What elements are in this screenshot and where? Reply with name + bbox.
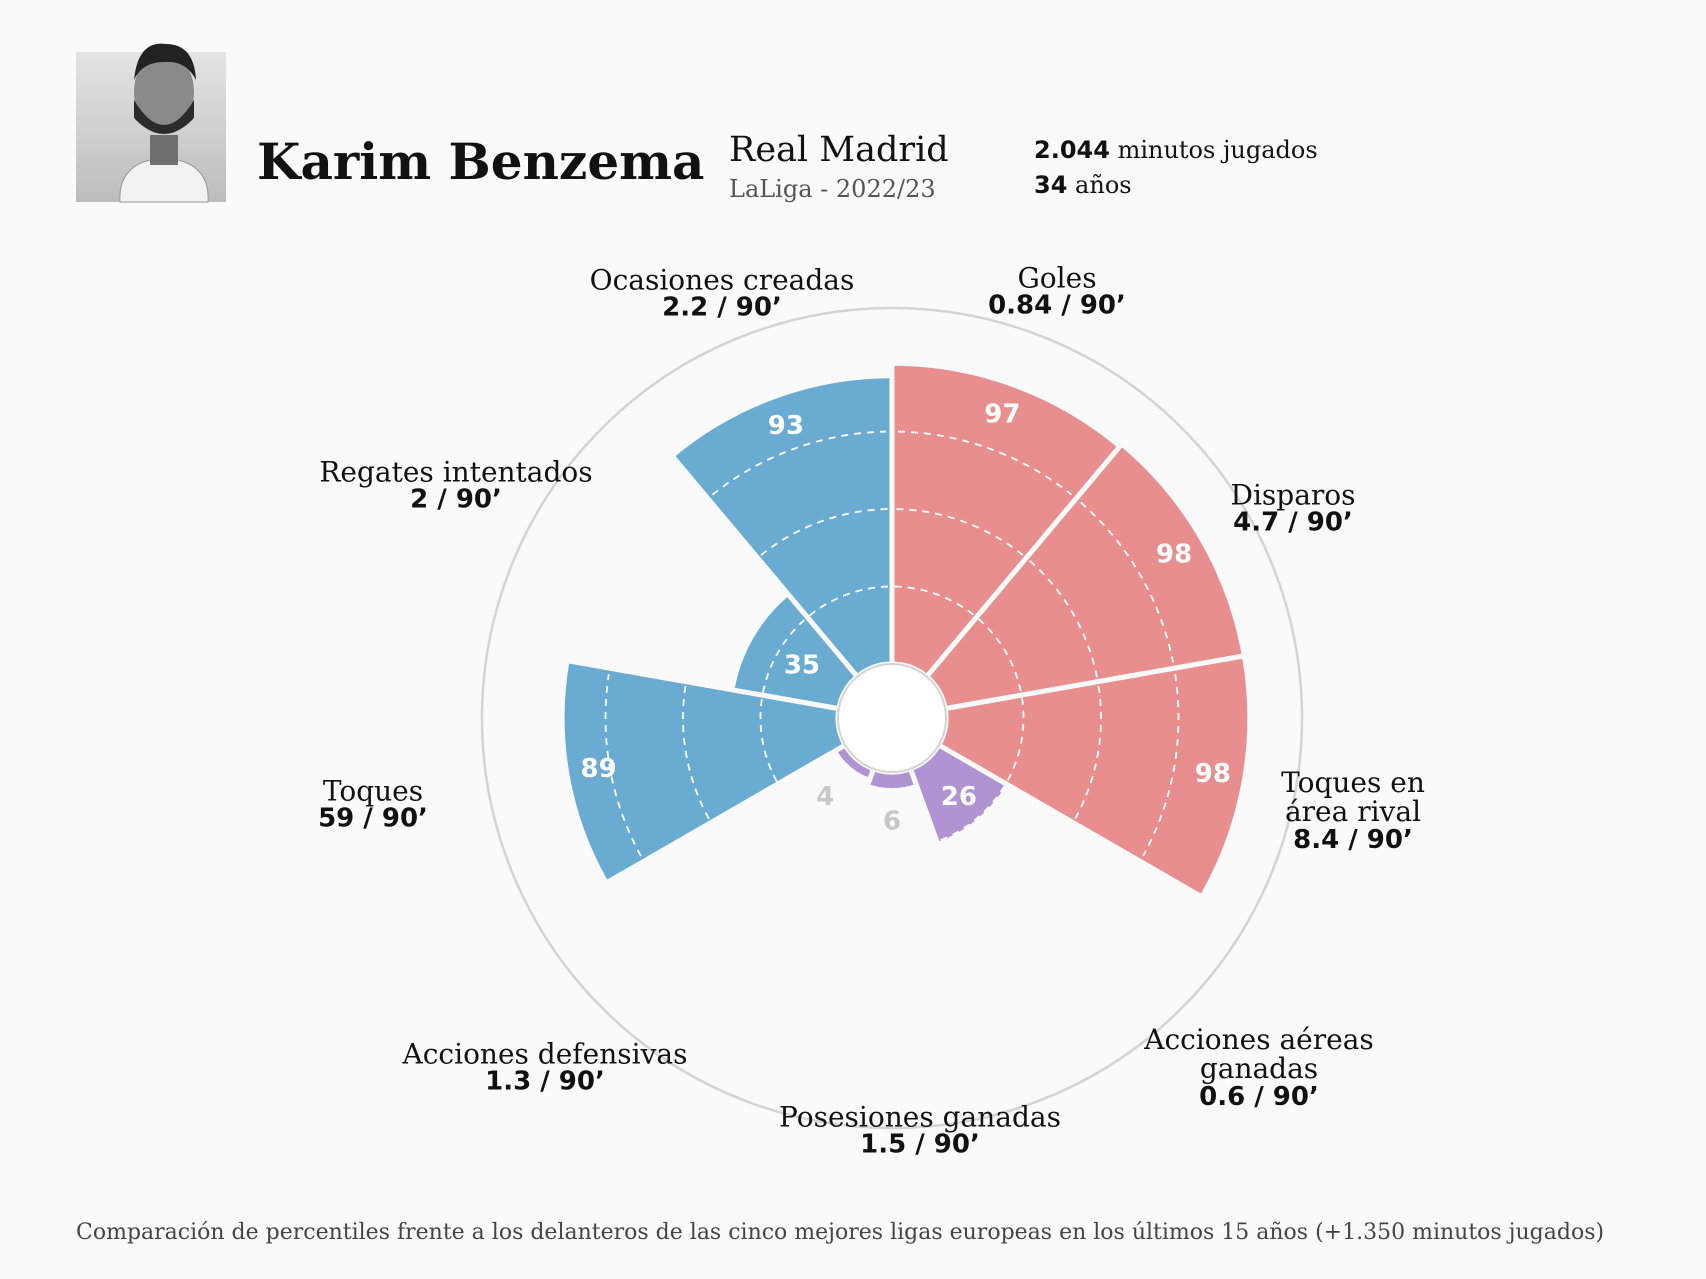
grid-arc: [939, 785, 1006, 842]
grid-arc: [604, 674, 642, 857]
value-label: 4: [816, 782, 834, 812]
outer-ring: [480, 306, 1304, 1130]
age-label: años: [1075, 171, 1132, 199]
per90-label: 2 / 90’: [410, 485, 502, 516]
category-label: Regates intentados 2 / 90’: [319, 455, 593, 516]
grid-arc: [897, 430, 1073, 496]
category-name: Toques: [322, 774, 424, 808]
grid-arc: [1006, 697, 1025, 782]
value-label: 93: [768, 411, 804, 441]
value-label: 98: [1195, 759, 1231, 789]
per90-label: 1.3 / 90’: [485, 1067, 605, 1098]
grid-arc: [1080, 501, 1174, 663]
age-line: 34 años: [1034, 171, 1132, 199]
category-name: Ocasiones creadas: [589, 263, 855, 297]
per90-label: 8.4 / 90’: [1293, 824, 1413, 855]
value-label: 6: [883, 807, 901, 837]
per90-label: 59 / 90’: [318, 804, 428, 835]
category-label: Acciones aéreas ganadas 0.6 / 90’: [1139, 1025, 1379, 1111]
per90-label: 1.5 / 90’: [860, 1130, 980, 1161]
category-label: Toques 59 / 90’: [318, 774, 428, 835]
grid-arc: [1142, 674, 1180, 857]
category-label: Ocasiones creadas 2.2 / 90’: [589, 263, 855, 324]
category-name: Acciones aéreas ganadas: [1144, 1022, 1374, 1086]
minutes: 2.044: [1034, 136, 1110, 164]
category-name: Goles: [1017, 261, 1097, 295]
per90-label: 2.2 / 90’: [662, 293, 782, 324]
center-hole: [837, 663, 947, 773]
grid-arc: [759, 697, 778, 782]
per90-label: 0.84 / 90’: [988, 291, 1126, 322]
grid-arc: [711, 430, 887, 496]
category-name: Toques en área rival: [1281, 765, 1425, 829]
value-label: 35: [784, 651, 820, 681]
category-label: Toques en área rival 8.4 / 90’: [1278, 768, 1428, 854]
grid-arc: [1074, 685, 1102, 820]
grid-arc: [894, 585, 975, 617]
grid-arc: [762, 618, 806, 693]
category-name: Posesiones ganadas: [779, 1100, 1061, 1134]
grid-arc: [978, 618, 1022, 693]
category-name: Disparos: [1230, 478, 1356, 512]
grid-arc: [760, 508, 888, 556]
per90-label: 4.7 / 90’: [1233, 508, 1353, 539]
player-photo: [76, 43, 226, 203]
grid-arc: [896, 508, 1024, 556]
league: LaLiga - 2022/23: [729, 175, 936, 203]
minutes-line: 2.044 minutos jugados: [1034, 136, 1318, 164]
footnote: Comparación de percentiles frente a los …: [76, 1220, 1605, 1245]
category-label: Goles 0.84 / 90’: [988, 261, 1126, 322]
minutes-label: minutos jugados: [1117, 136, 1318, 164]
value-label: 98: [1156, 540, 1192, 570]
value-label: 89: [581, 754, 617, 784]
team: Real Madrid: [729, 130, 949, 170]
value-label: 26: [941, 782, 977, 812]
per90-label: 0.6 / 90’: [1199, 1081, 1319, 1112]
age: 34: [1034, 171, 1068, 199]
category-label: Posesiones ganadas 1.5 / 90’: [779, 1100, 1061, 1161]
grid-arc: [1029, 560, 1098, 678]
grid-arc: [809, 585, 890, 617]
category-label: Disparos 4.7 / 90’: [1230, 478, 1356, 539]
value-label: 97: [984, 399, 1020, 429]
category-name: Regates intentados: [319, 455, 593, 489]
plot: 97 98 98 26 6 4 89 35 93: [480, 306, 1304, 1130]
category-label: Acciones defensivas 1.3 / 90’: [402, 1037, 688, 1098]
category-name: Acciones defensivas: [402, 1037, 688, 1071]
player-name: Karim Benzema: [257, 132, 705, 191]
grid-arc: [682, 685, 710, 820]
